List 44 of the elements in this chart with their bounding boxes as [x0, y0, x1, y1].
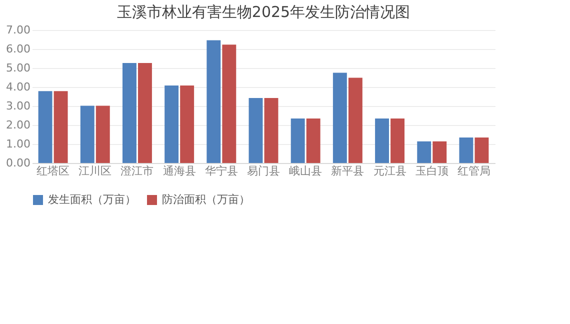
x-tick-label: 新平县 [331, 164, 364, 178]
y-tick-label: 7.00 [6, 24, 30, 36]
bar [96, 106, 110, 163]
bar [138, 63, 152, 163]
bar [264, 98, 278, 163]
bar [122, 63, 136, 163]
bar [222, 44, 236, 163]
bar [474, 138, 489, 163]
y-tick-label: 6.00 [6, 42, 30, 56]
x-tick-label: 玉白顶 [415, 164, 448, 178]
y-tick-label: 2.00 [6, 118, 30, 132]
bar [164, 85, 179, 163]
x-tick-label: 华宁县 [204, 164, 238, 178]
bar [206, 40, 221, 163]
x-tick-label: 红塔区 [36, 164, 70, 178]
bar [390, 118, 405, 163]
x-tick-label: 易门县 [247, 164, 280, 178]
y-tick-label: 0.00 [6, 156, 30, 170]
bar [432, 141, 447, 163]
legend-label: 防治面积（万亩） [162, 193, 250, 206]
bar [306, 118, 320, 163]
bar [332, 72, 347, 163]
legend-label: 发生面积（万亩） [48, 193, 136, 206]
bar [248, 98, 263, 163]
bar [180, 85, 194, 163]
bar [54, 91, 68, 163]
bar [348, 78, 362, 163]
x-tick-label: 峨山县 [289, 164, 322, 178]
y-tick-label: 3.00 [6, 100, 30, 112]
bar [38, 91, 52, 163]
chart-title: 玉溪市林业有害生物2025年发生防治情况图 [116, 3, 410, 21]
bar [375, 118, 389, 163]
x-tick-label: 澄江市 [120, 164, 154, 178]
y-tick-label: 1.00 [6, 138, 30, 150]
x-tick-label: 红管局 [457, 164, 490, 178]
x-tick-label: 江川区 [78, 164, 112, 178]
bar [290, 118, 305, 163]
x-tick-label: 通海县 [162, 164, 196, 178]
y-tick-label: 5.00 [6, 62, 30, 74]
bar [459, 138, 474, 163]
y-tick-label: 4.00 [6, 80, 30, 94]
x-tick-label: 元江县 [373, 164, 406, 178]
bar [80, 106, 94, 163]
bar [417, 141, 432, 163]
